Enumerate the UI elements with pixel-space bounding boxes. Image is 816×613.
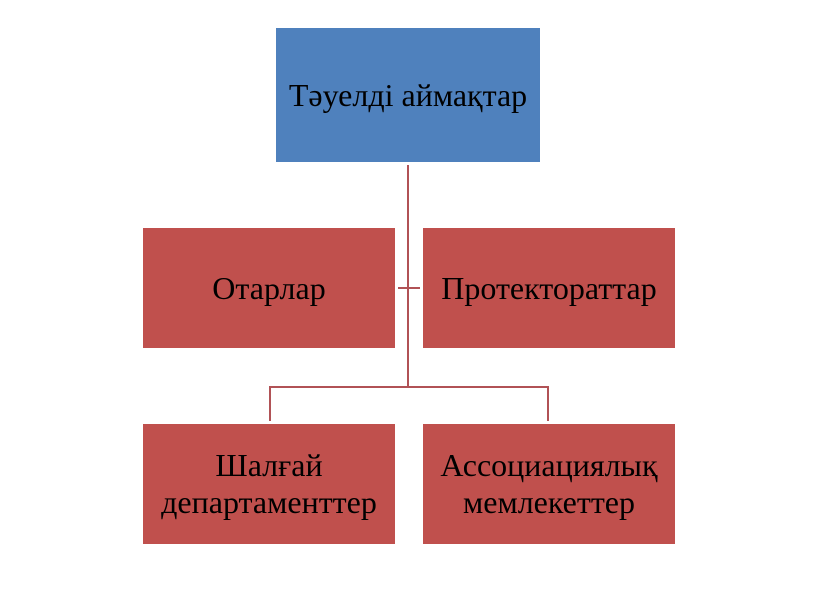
node-protectorates: Протектораттар (420, 225, 678, 351)
connector-mid-left (398, 287, 408, 289)
node-colonies: Отарлар (140, 225, 398, 351)
connector-bottom-bar (269, 386, 549, 388)
connector-drop-left (269, 386, 271, 421)
node-protectorates-label: Протектораттар (441, 270, 657, 307)
node-overseas-depts: Шалғай департаменттер (140, 421, 398, 547)
node-associated-states-label: Ассоциациялық мемлекеттер (429, 447, 669, 521)
node-root-label: Тәуелді аймақтар (289, 77, 527, 114)
connector-drop-right (547, 386, 549, 421)
node-overseas-depts-label: Шалғай департаменттер (149, 447, 389, 521)
node-colonies-label: Отарлар (212, 270, 325, 307)
connector-mid-right (408, 287, 420, 289)
connector-trunk (407, 165, 409, 386)
node-root: Тәуелді аймақтар (273, 25, 543, 165)
node-associated-states: Ассоциациялық мемлекеттер (420, 421, 678, 547)
diagram-canvas: Тәуелді аймақтар Отарлар Протектораттар … (0, 0, 816, 613)
